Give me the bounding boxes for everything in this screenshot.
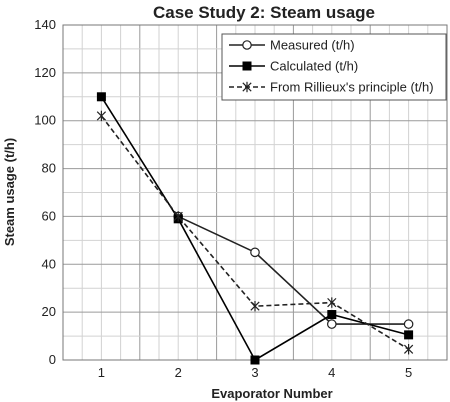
legend-marker: [242, 61, 252, 71]
series-layer: [96, 92, 414, 365]
data-point: [404, 330, 414, 340]
series-3: [96, 110, 414, 355]
data-point: [173, 211, 183, 222]
y-tick-label: 60: [42, 208, 56, 223]
y-tick-label: 120: [34, 65, 56, 80]
chart-title: Case Study 2: Steam usage: [153, 3, 375, 22]
data-point: [250, 247, 260, 258]
y-tick-label: 20: [42, 304, 56, 319]
legend-item: Calculated (t/h): [229, 59, 358, 74]
legend-label: Calculated (t/h): [270, 59, 358, 74]
y-tick-label: 0: [49, 352, 56, 367]
data-point: [327, 310, 337, 320]
legend-marker: [242, 81, 252, 93]
x-tick-label: 5: [405, 365, 412, 380]
y-tick-label: 100: [34, 113, 56, 128]
legend-item: Measured (t/h): [229, 38, 355, 53]
y-tick-label: 140: [34, 17, 56, 32]
y-tick-label: 80: [42, 161, 56, 176]
legend: Measured (t/h) Calculated (t/h) From Rilli…: [221, 33, 447, 101]
data-point: [96, 92, 106, 102]
x-tick-label: 2: [175, 365, 182, 380]
y-axis-ticks: 0 20 40 60 80 100 120 140: [34, 17, 56, 367]
data-point: [403, 319, 414, 329]
data-point: [96, 110, 107, 122]
y-tick-label: 40: [42, 256, 56, 271]
x-axis-label: Evaporator Number: [211, 386, 332, 401]
data-point: [327, 297, 337, 308]
legend-marker: [242, 40, 252, 50]
x-tick-label: 4: [328, 365, 335, 380]
legend-item: From Rillieux's principle (t/h): [229, 80, 434, 95]
x-tick-label: 3: [251, 365, 258, 380]
legend-label: Measured (t/h): [270, 38, 355, 53]
data-point: [403, 344, 414, 355]
legend-label: From Rillieux's principle (t/h): [270, 80, 434, 95]
data-point: [326, 319, 337, 329]
data-point: [250, 355, 260, 365]
y-axis-label: Steam usage (t/h): [2, 138, 17, 246]
x-axis-ticks: 1 2 3 4 5: [98, 365, 412, 380]
data-point: [250, 300, 260, 312]
x-tick-label: 1: [98, 365, 105, 380]
